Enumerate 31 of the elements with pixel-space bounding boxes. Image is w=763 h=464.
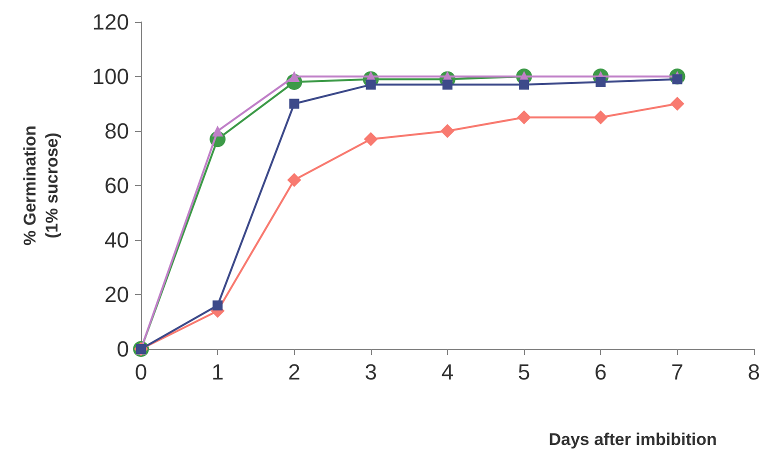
point (440, 124, 454, 138)
x-tick-label: 6 (594, 360, 607, 384)
y-tick-label: 60 (104, 173, 129, 198)
x-axis-title: Days after imbibition (548, 430, 717, 449)
point (596, 76, 606, 87)
point (212, 126, 224, 136)
point (289, 98, 300, 109)
y-tick-label: 20 (104, 282, 129, 307)
y-tick-label: 120 (92, 10, 129, 34)
x-tick-label: 5 (518, 360, 530, 384)
x-tick-label: 4 (441, 360, 454, 384)
point (366, 80, 376, 90)
point (517, 110, 532, 124)
y-tick-label: 40 (104, 228, 129, 252)
x-tick-label: 8 (748, 360, 760, 384)
point (670, 96, 684, 111)
point (287, 173, 302, 188)
y-tick-label: 80 (104, 118, 129, 144)
point (594, 110, 608, 124)
y-tick-label: 0 (116, 336, 129, 362)
x-tick-label: 3 (364, 360, 377, 384)
x-tick-label: 1 (211, 360, 224, 384)
y-axis-title: % Germination (1% sucrose) (20, 126, 62, 246)
x-tick-label: 0 (134, 360, 148, 384)
x-tick-label: 7 (671, 360, 684, 384)
y-tick-label: 100 (92, 64, 129, 89)
x-tick-label: 2 (288, 360, 300, 384)
point (442, 80, 452, 90)
point (519, 80, 530, 90)
point (364, 132, 378, 146)
point (212, 300, 223, 310)
